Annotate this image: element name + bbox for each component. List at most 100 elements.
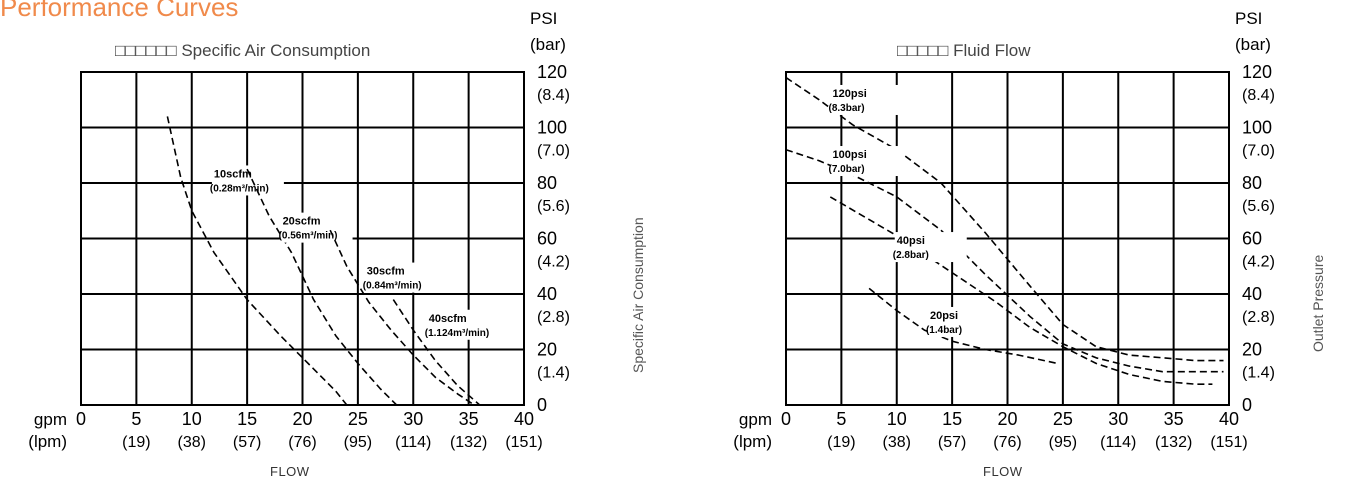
chart2-series-40psi-label-bg — [894, 232, 967, 263]
chart1-series-40scfm-label: 40scfm — [429, 313, 467, 325]
chart2-x-unit-label: gpm — [739, 410, 772, 429]
chart2-x-tick-label-30: 30 — [1108, 409, 1128, 429]
chart2-y-tick-sublabel-100: (7.0) — [1242, 143, 1275, 160]
chart1-x-unit-label: gpm — [34, 410, 67, 429]
chart1-x-tick-sublabel-20: (76) — [288, 434, 316, 451]
chart2-x-tick-label-5: 5 — [836, 409, 846, 429]
chart1-y-tick-sublabel-80: (5.6) — [537, 198, 570, 215]
chart1-series-30scfm-line — [329, 229, 475, 406]
chart1-x-tick-label-20: 20 — [292, 409, 312, 429]
chart1-y-unit-label: PSI — [530, 9, 557, 28]
chart2-series-20psi-sublabel: (1.4bar) — [926, 325, 962, 336]
chart1-y-tick-label-20: 20 — [537, 340, 557, 360]
chart2-y-unit-label-alt: (bar) — [1235, 35, 1271, 54]
chart1-y-tick-label-60: 60 — [537, 229, 557, 249]
chart1-series-20scfm-label-bg — [280, 212, 353, 243]
chart2-series-40psi-label: 40psi — [897, 235, 925, 247]
chart1-x-tick-sublabel-10: (38) — [178, 434, 206, 451]
chart2-series-100psi-sublabel: (7.0bar) — [829, 164, 865, 175]
chart1-series-20scfm-line — [246, 168, 398, 406]
chart1-x-tick-sublabel-15: (57) — [233, 434, 261, 451]
chart2-series-20psi-label: 20psi — [930, 310, 958, 322]
chart2-x-tick-sublabel-10: (38) — [883, 434, 911, 451]
chart2-x-tick-label-0: 0 — [781, 409, 791, 429]
chart1-series-40scfm-line — [392, 299, 481, 406]
chart1-x-tick-sublabel-40: (151) — [505, 434, 542, 451]
chart2-x-tick-sublabel-35: (132) — [1155, 434, 1192, 451]
chart1-series-10scfm-sublabel: (0.28m³/min) — [210, 183, 269, 194]
x-axis-title-right: FLOW — [983, 464, 1023, 479]
chart1-series-10scfm-line — [166, 116, 348, 406]
chart1-y-tick-sublabel-20: (1.4) — [537, 365, 570, 382]
chart1-x-tick-label-15: 15 — [237, 409, 257, 429]
chart2-y-tick-label-40: 40 — [1242, 284, 1262, 304]
chart2-series-120psi-line — [785, 76, 1224, 362]
chart1-x-tick-label-10: 10 — [182, 409, 202, 429]
chart1-y-tick-label-80: 80 — [537, 173, 557, 193]
chart2-y-tick-label-20: 20 — [1242, 340, 1262, 360]
chart2-series-120psi-label-bg — [830, 84, 903, 115]
chart2-x-tick-sublabel-40: (151) — [1210, 434, 1247, 451]
chart2-series-40psi-sublabel: (2.8bar) — [893, 250, 929, 261]
x-axis-title-left: FLOW — [270, 464, 310, 479]
chart2-y-tick-sublabel-120: (8.4) — [1242, 87, 1275, 104]
chart1-x-tick-sublabel-5: (19) — [122, 434, 150, 451]
chart1-x-tick-label-30: 30 — [403, 409, 423, 429]
chart2-x-tick-label-25: 25 — [1053, 409, 1073, 429]
chart2-series-120psi-sublabel: (8.3bar) — [829, 103, 865, 114]
chart2-x-tick-sublabel-20: (76) — [993, 434, 1021, 451]
chart2-series-120psi-label: 120psi — [833, 88, 867, 100]
chart1-y-tick-sublabel-100: (7.0) — [537, 143, 570, 160]
chart1-x-tick-label-40: 40 — [514, 409, 534, 429]
chart1-x-tick-sublabel-30: (114) — [395, 434, 431, 451]
chart2-y-tick-label-80: 80 — [1242, 173, 1262, 193]
chart1-series-40scfm-label-bg — [426, 309, 499, 340]
chart1-series-20scfm-label: 20scfm — [283, 216, 321, 228]
chart2-y-tick-sublabel-80: (5.6) — [1242, 198, 1275, 215]
chart2-y-tick-sublabel-60: (4.2) — [1242, 254, 1275, 271]
chart1-series-40scfm-sublabel: (1.124m³/min) — [425, 328, 489, 339]
chart1-y-tick-label-40: 40 — [537, 284, 557, 304]
page-title: Performance Curves — [0, 0, 239, 22]
chart2-y-tick-label-120: 120 — [1242, 62, 1272, 82]
chart2-x-tick-sublabel-5: (19) — [827, 434, 855, 451]
chart1-x-tick-sublabel-35: (132) — [450, 434, 487, 451]
chart1-series-10scfm-label: 10scfm — [214, 168, 252, 180]
chart1-y-tick-sublabel-120: (8.4) — [537, 87, 570, 104]
chart-title-fluid-flow: □□□□□ Fluid Flow — [897, 41, 1031, 60]
chart1-x-tick-sublabel-25: (95) — [344, 434, 372, 451]
chart2-y-tick-sublabel-40: (2.8) — [1242, 309, 1275, 326]
chart2-series-20psi-label-bg — [927, 306, 1000, 337]
chart1-x-tick-label-35: 35 — [459, 409, 479, 429]
chart2-series-100psi-label-bg — [830, 146, 903, 177]
chart2-y-tick-label-100: 100 — [1242, 118, 1272, 138]
chart1-series-30scfm-label-bg — [364, 262, 437, 293]
chart1-x-unit-label-alt: (lpm) — [28, 432, 67, 451]
chart1-series-20scfm-sublabel: (0.56m³/min) — [279, 231, 338, 242]
chart1-y-unit-label-alt: (bar) — [530, 35, 566, 54]
chart2-series-20psi-line — [868, 287, 1058, 365]
chart-title-air-consumption: □□□□□□ Specific Air Consumption — [115, 41, 371, 60]
chart2-x-tick-sublabel-30: (114) — [1100, 434, 1136, 451]
chart1-x-tick-label-25: 25 — [348, 409, 368, 429]
chart1-y-tick-label-100: 100 — [537, 118, 567, 138]
chart1-x-tick-label-0: 0 — [76, 409, 86, 429]
chart2-x-tick-label-20: 20 — [997, 409, 1017, 429]
chart2-x-tick-label-10: 10 — [887, 409, 907, 429]
chart1-y-tick-label-0: 0 — [537, 395, 547, 415]
chart1-series-30scfm-sublabel: (0.84m³/min) — [363, 281, 422, 292]
chart2-x-tick-label-40: 40 — [1219, 409, 1239, 429]
chart2-y-tick-label-60: 60 — [1242, 229, 1262, 249]
chart1-y-tick-sublabel-40: (2.8) — [537, 309, 570, 326]
chart1-series-30scfm-label: 30scfm — [367, 266, 405, 278]
chart2-series-100psi-label: 100psi — [833, 149, 867, 161]
chart1-y-tick-label-120: 120 — [537, 62, 567, 82]
chart2-x-tick-sublabel-15: (57) — [938, 434, 966, 451]
chart2-y-tick-label-0: 0 — [1242, 395, 1252, 415]
chart1-y-tick-sublabel-60: (4.2) — [537, 254, 570, 271]
chart2-x-tick-sublabel-25: (95) — [1049, 434, 1077, 451]
chart2-x-tick-label-15: 15 — [942, 409, 962, 429]
chart2-y-unit-label: PSI — [1235, 9, 1262, 28]
chart2-y-tick-sublabel-20: (1.4) — [1242, 365, 1275, 382]
